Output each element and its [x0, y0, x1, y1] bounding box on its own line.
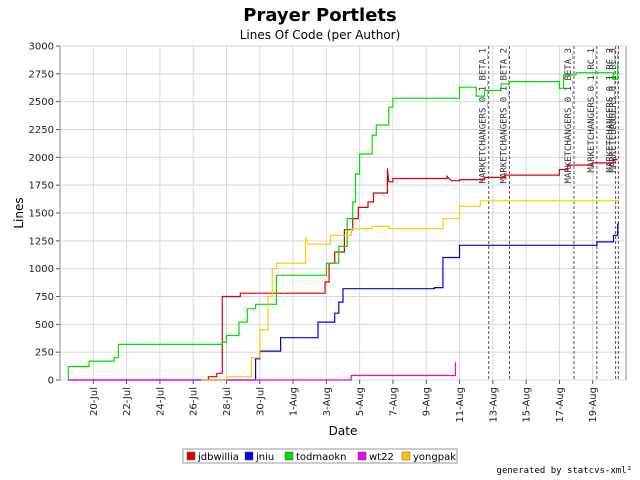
x-tick-label: 3-Aug — [322, 387, 333, 416]
x-axis-label: Date — [329, 424, 358, 438]
y-axis-label: Lines — [12, 197, 26, 228]
legend-label: wt22 — [369, 452, 394, 463]
x-tick-label: 30-Jul — [255, 387, 266, 416]
x-tick-label: 1-Aug — [289, 387, 300, 416]
y-tick-label: 1250 — [29, 236, 54, 247]
legend-swatch — [401, 451, 411, 461]
legend-label: jdbwillia — [197, 452, 239, 463]
y-tick-label: 2000 — [29, 153, 54, 164]
series-line-yongpak — [201, 200, 620, 381]
y-tick-label: 1000 — [29, 264, 54, 275]
y-tick-label: 500 — [35, 320, 54, 331]
release-markers: MARKETCHANGERS_0_1_BETA_1 MARKETCHANGERS_… — [479, 46, 619, 380]
series-line-todmaokn — [67, 62, 620, 380]
series-line-wt22 — [68, 362, 456, 381]
chart-subtitle: Lines Of Code (per Author) — [240, 28, 401, 42]
gridlines — [60, 45, 626, 381]
x-tick-label: 13-Aug — [488, 387, 499, 423]
series-line-jniu — [68, 223, 620, 381]
x-tick-label: 20-Jul — [89, 387, 100, 416]
legend-swatch — [244, 451, 254, 461]
x-axis: 20-Jul 22-Jul 24-Jul 26-Jul 28-Jul 30-Jul 1-Au… — [89, 380, 599, 423]
x-tick-label: 7-Aug — [388, 387, 399, 416]
x-tick-label: 28-Jul — [222, 387, 233, 416]
y-tick-label: 3000 — [29, 42, 54, 53]
x-tick-label: 24-Jul — [155, 387, 166, 416]
x-tick-label: 26-Jul — [189, 387, 200, 416]
legend-label: jniu — [255, 452, 274, 463]
y-tick-label: 250 — [35, 348, 54, 359]
series-line-jdbwillia — [207, 159, 618, 380]
legend: jdbwillia jniu todmaokn wt22 yongpak — [182, 448, 458, 464]
marker-label: MARKETCHANGERS_0_1_RC_2 — [606, 48, 616, 173]
marker-label: MARKETCHANGERS_0_1_BETA_2 — [499, 48, 509, 183]
x-tick-label: 15-Aug — [522, 387, 533, 423]
y-tick-label: 2750 — [29, 69, 54, 80]
y-tick-label: 0 — [48, 376, 54, 387]
x-tick-label: 22-Jul — [122, 387, 133, 416]
x-tick-label: 5-Aug — [355, 387, 366, 416]
legend-label: yongpak — [413, 452, 456, 463]
y-tick-label: 1500 — [29, 209, 54, 220]
y-tick-label: 2500 — [29, 97, 54, 108]
series-lines — [67, 62, 620, 381]
y-tick-label: 750 — [35, 292, 54, 303]
x-tick-label: 9-Aug — [422, 387, 433, 416]
x-tick-label: 19-Aug — [588, 387, 599, 423]
legend-swatch — [186, 451, 196, 461]
y-tick-label: 2250 — [29, 125, 54, 136]
marker-label: MARKETCHANGERS_0_1_RC_3 — [608, 48, 618, 173]
marker-label: MARKETCHANGERS_0_1_BETA_1 — [479, 48, 489, 183]
chart-title: Prayer Portlets — [243, 5, 396, 26]
x-tick-label: 17-Aug — [555, 387, 566, 423]
legend-swatch — [357, 451, 367, 461]
marker-label: MARKETCHANGERS_0_1_BETA_3 — [564, 48, 574, 183]
footer-text: generated by statcvs-xml² — [497, 466, 632, 476]
x-tick-label: 11-Aug — [455, 387, 466, 423]
y-axis: 0 250 500 750 1000 1250 1500 1750 2000 2250 2500 27… — [29, 42, 60, 387]
legend-label: todmaokn — [296, 452, 347, 463]
legend-swatch — [284, 451, 294, 461]
y-tick-label: 1750 — [29, 181, 54, 192]
marker-label: MARKETCHANGERS_0_1_RC_1 — [587, 48, 597, 173]
